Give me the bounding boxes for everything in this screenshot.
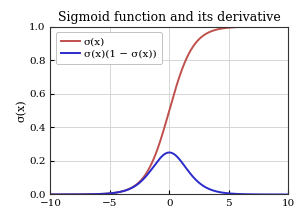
σ(x)(1 − σ(x)) — [73, 193, 77, 196]
Title: Sigmoid function and its derivative: Sigmoid function and its derivative — [58, 11, 281, 24]
σ(x) — [238, 26, 242, 28]
σ(x)(1 − σ(x)) — [49, 193, 52, 196]
σ(x)(1 − σ(x)) — [238, 193, 242, 195]
σ(x)(1 − σ(x)) — [153, 163, 157, 166]
σ(x)(1 − σ(x)) — [234, 192, 238, 195]
σ(x) — [212, 29, 215, 32]
σ(x) — [49, 193, 52, 196]
Line: σ(x)(1 − σ(x)): σ(x)(1 − σ(x)) — [50, 152, 288, 194]
σ(x)(1 − σ(x)) — [168, 151, 171, 154]
Y-axis label: σ(x): σ(x) — [16, 99, 26, 122]
σ(x)(1 − σ(x)) — [145, 174, 148, 177]
σ(x) — [153, 154, 157, 157]
Line: σ(x): σ(x) — [50, 27, 288, 194]
σ(x)(1 − σ(x)) — [286, 193, 290, 196]
Legend: σ(x), σ(x)(1 − σ(x)): σ(x), σ(x)(1 − σ(x)) — [56, 32, 162, 64]
σ(x) — [286, 25, 290, 28]
σ(x) — [145, 171, 148, 174]
σ(x)(1 − σ(x)) — [212, 189, 216, 192]
σ(x) — [234, 26, 238, 29]
σ(x) — [73, 193, 77, 196]
